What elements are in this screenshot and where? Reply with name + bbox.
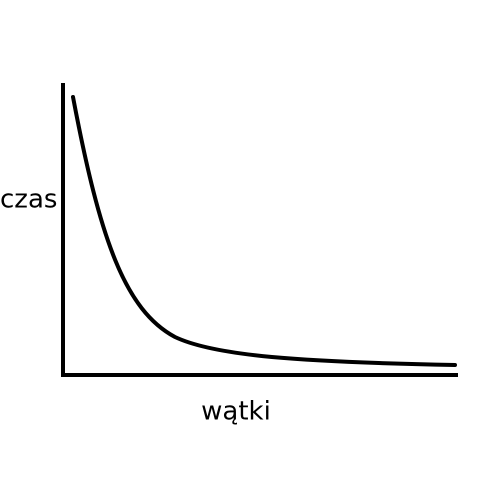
curve <box>71 95 457 367</box>
y-axis-label: czas <box>0 185 57 215</box>
x-axis-label: wątki <box>201 397 271 427</box>
